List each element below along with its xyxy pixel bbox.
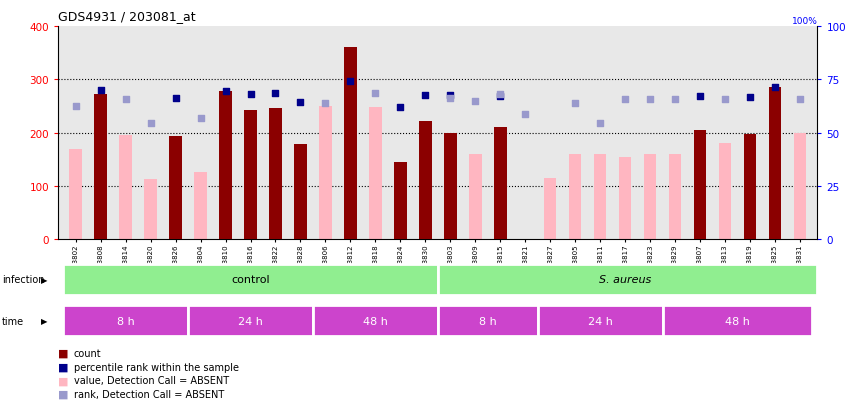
Bar xyxy=(69,149,82,240)
Bar xyxy=(344,48,357,240)
Point xyxy=(369,90,383,97)
Bar xyxy=(119,136,132,240)
Point xyxy=(394,105,407,112)
Bar xyxy=(694,131,706,240)
Bar xyxy=(669,154,681,240)
Point xyxy=(269,90,282,97)
Bar xyxy=(219,92,232,240)
Bar xyxy=(594,154,606,240)
Text: 24 h: 24 h xyxy=(238,316,263,326)
Point xyxy=(119,97,133,104)
Text: ■: ■ xyxy=(58,362,68,372)
Bar xyxy=(94,95,107,240)
Text: 48 h: 48 h xyxy=(363,316,388,326)
Point xyxy=(519,111,532,118)
Bar xyxy=(369,108,382,240)
Point xyxy=(144,120,158,127)
Point xyxy=(568,101,582,107)
Point xyxy=(169,95,182,102)
Point xyxy=(443,95,457,102)
Bar xyxy=(244,111,257,240)
Bar xyxy=(313,306,438,337)
Point xyxy=(318,101,332,107)
Point xyxy=(218,88,232,95)
Text: infection: infection xyxy=(2,275,45,285)
Text: 8 h: 8 h xyxy=(116,316,134,326)
Bar xyxy=(294,145,306,240)
Text: ■: ■ xyxy=(58,389,68,399)
Bar xyxy=(194,173,207,240)
Bar xyxy=(145,180,157,240)
Text: ▶: ▶ xyxy=(41,275,48,284)
Text: value, Detection Call = ABSENT: value, Detection Call = ABSENT xyxy=(74,375,229,385)
Bar xyxy=(719,144,731,240)
Point xyxy=(693,94,707,100)
Bar xyxy=(63,264,437,295)
Text: 8 h: 8 h xyxy=(479,316,496,326)
Bar xyxy=(438,306,538,337)
Bar xyxy=(444,133,456,240)
Point xyxy=(493,94,507,100)
Point xyxy=(343,78,357,85)
Text: control: control xyxy=(231,275,270,285)
Bar xyxy=(794,133,806,240)
Bar xyxy=(644,154,657,240)
Bar xyxy=(270,109,282,240)
Point xyxy=(618,97,632,104)
Point xyxy=(419,93,432,99)
Bar xyxy=(394,162,407,240)
Text: 48 h: 48 h xyxy=(725,316,750,326)
Point xyxy=(768,85,782,91)
Point xyxy=(669,97,682,104)
Bar xyxy=(619,157,632,240)
Point xyxy=(94,88,108,94)
Point xyxy=(68,103,82,110)
Point xyxy=(443,93,457,99)
Text: 100%: 100% xyxy=(792,17,817,26)
Text: ▶: ▶ xyxy=(41,317,48,325)
Point xyxy=(294,99,307,106)
Bar xyxy=(188,306,313,337)
Point xyxy=(244,91,258,98)
Point xyxy=(644,97,657,104)
Bar xyxy=(63,306,188,337)
Bar xyxy=(419,121,431,240)
Text: rank, Detection Call = ABSENT: rank, Detection Call = ABSENT xyxy=(74,389,224,399)
Point xyxy=(468,98,482,104)
Point xyxy=(493,92,507,98)
Text: time: time xyxy=(2,316,24,326)
Text: GDS4931 / 203081_at: GDS4931 / 203081_at xyxy=(58,10,196,23)
Bar xyxy=(744,134,757,240)
Bar xyxy=(538,306,663,337)
Text: 24 h: 24 h xyxy=(588,316,613,326)
Point xyxy=(794,97,807,104)
Text: ■: ■ xyxy=(58,348,68,358)
Bar xyxy=(769,88,782,240)
Bar xyxy=(169,137,181,240)
Bar xyxy=(663,306,812,337)
Point xyxy=(718,97,732,104)
Bar xyxy=(494,128,507,240)
Point xyxy=(593,120,607,127)
Bar xyxy=(438,264,817,295)
Point xyxy=(743,94,757,101)
Bar xyxy=(569,154,581,240)
Text: ■: ■ xyxy=(58,375,68,385)
Bar xyxy=(544,178,556,240)
Text: count: count xyxy=(74,348,101,358)
Bar xyxy=(469,154,482,240)
Bar xyxy=(319,107,331,240)
Text: S. aureus: S. aureus xyxy=(599,275,651,285)
Point xyxy=(193,115,207,121)
Text: percentile rank within the sample: percentile rank within the sample xyxy=(74,362,239,372)
